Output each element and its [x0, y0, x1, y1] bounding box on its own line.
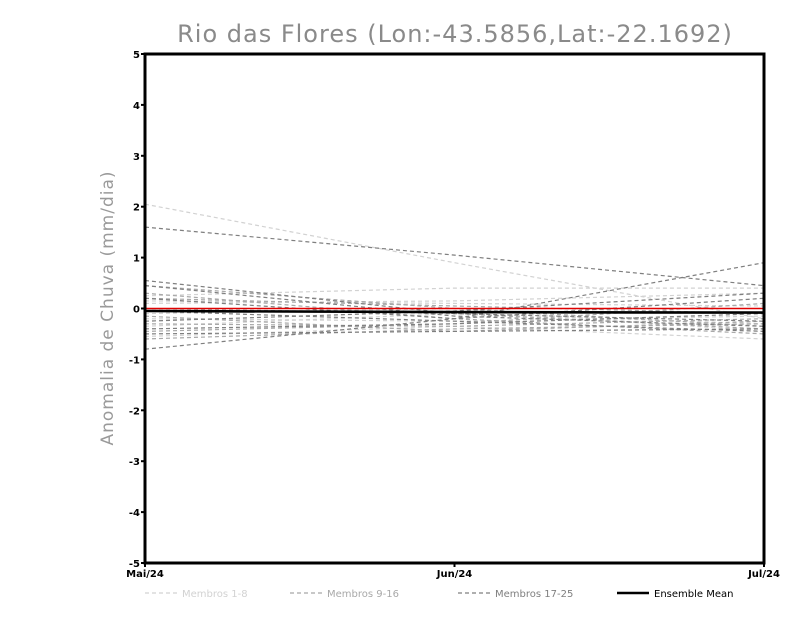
legend-label-1: Membros 1-8	[182, 589, 248, 600]
plot-frame	[143, 52, 766, 565]
y-tick-label: 4	[133, 101, 140, 112]
series-line-membro-3	[144, 300, 765, 307]
series-line-membro-2	[144, 287, 764, 297]
legend-label-4: Ensemble Mean	[654, 589, 733, 600]
y-tick-label: 0	[133, 305, 140, 316]
series-line-membro-14	[144, 323, 765, 340]
legend-label-3: Membros 17-25	[495, 589, 573, 600]
series-line-membro-15	[144, 297, 765, 315]
series-line-membro-7	[144, 292, 765, 304]
chart-title: Rio das Flores (Lon:-43.5856,Lat:-22.169…	[177, 20, 733, 48]
y-axis-label: Anomalia de Chuva (mm/dia)	[98, 170, 118, 445]
y-tick-label: -4	[129, 508, 140, 519]
y-tick-label: 1	[133, 254, 140, 265]
series-line-membro-23	[144, 313, 765, 330]
ensemble-mean-line	[144, 309, 765, 314]
y-tick-label: 3	[133, 152, 140, 163]
legend: Membros 1-8 Membros 9-16 Membros 17-25 Ense…	[145, 589, 733, 600]
x-tick-label: Jul/24	[747, 569, 780, 580]
series-line-membro-12	[144, 318, 765, 327]
plot-area: -5 -4 -3 -2 -1 0 1 2 3 4 5 Mai/24 Jun/24 Jul/24	[126, 50, 780, 580]
series-line-membro-20	[144, 328, 765, 335]
y-tick-label: 2	[133, 203, 140, 214]
series-line-membro-22	[144, 285, 765, 327]
y-tick-label: -5	[129, 559, 140, 570]
x-tick-label: Mai/24	[126, 569, 164, 580]
y-tick-label: 5	[133, 50, 140, 61]
y-tick-label: -3	[129, 457, 140, 468]
legend-label-2: Membros 9-16	[327, 589, 399, 600]
series-line-membro-17	[144, 226, 765, 287]
series-line-membro-19	[144, 279, 765, 322]
series-line-membro-24	[144, 310, 765, 332]
y-tick-label: -1	[129, 355, 140, 366]
x-tick-label: Jun/24	[436, 569, 473, 580]
y-tick-label: -2	[129, 406, 140, 417]
series-line-membro-25	[144, 297, 765, 320]
